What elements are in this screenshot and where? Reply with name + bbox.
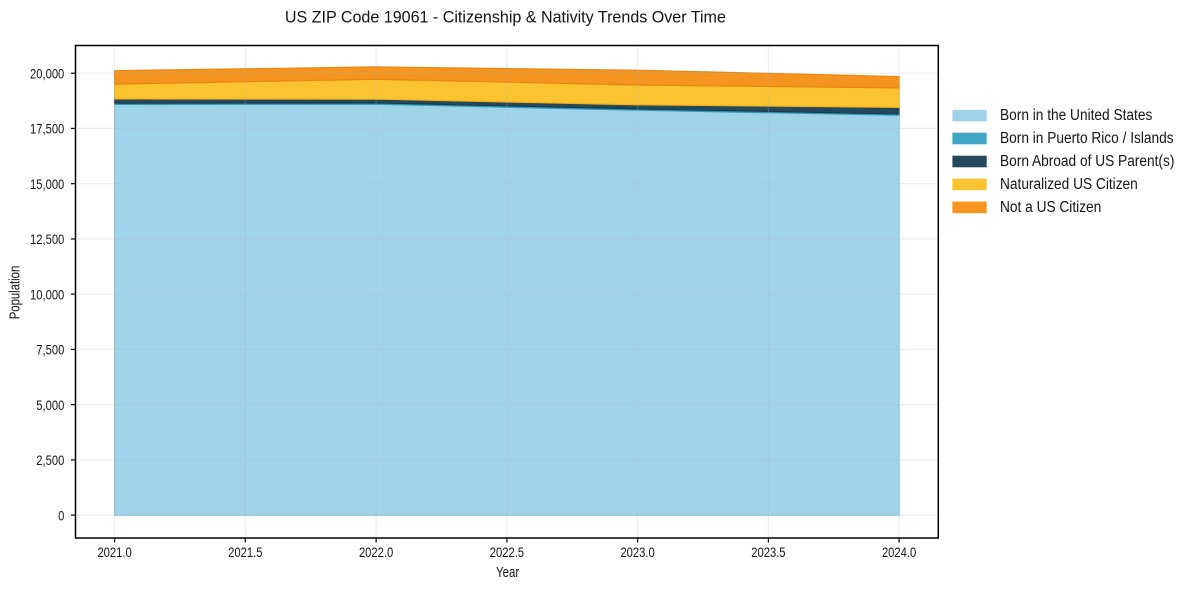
svg-text:Not a US Citizen: Not a US Citizen	[1000, 199, 1101, 216]
svg-text:Year: Year	[496, 565, 519, 581]
svg-text:2021.0: 2021.0	[97, 544, 131, 560]
svg-text:US ZIP Code 19061 - Citizenshi: US ZIP Code 19061 - Citizenship & Nativi…	[285, 7, 726, 26]
svg-text:Population: Population	[7, 266, 23, 320]
svg-text:Naturalized US Citizen: Naturalized US Citizen	[1000, 176, 1138, 193]
svg-text:7,500: 7,500	[36, 342, 64, 358]
svg-text:5,000: 5,000	[36, 397, 64, 413]
svg-text:2023.5: 2023.5	[751, 544, 785, 560]
svg-text:2024.0: 2024.0	[882, 544, 916, 560]
svg-text:12,500: 12,500	[30, 231, 64, 247]
svg-text:10,000: 10,000	[30, 286, 64, 302]
svg-text:2021.5: 2021.5	[228, 544, 262, 560]
svg-text:2,500: 2,500	[36, 452, 64, 468]
svg-text:2022.0: 2022.0	[359, 544, 393, 560]
svg-text:2023.0: 2023.0	[620, 544, 654, 560]
svg-text:20,000: 20,000	[30, 65, 64, 81]
svg-text:Born Abroad of US Parent(s): Born Abroad of US Parent(s)	[1000, 153, 1174, 170]
svg-text:Born in the United States: Born in the United States	[1000, 107, 1153, 124]
svg-text:15,000: 15,000	[30, 176, 64, 192]
svg-text:0: 0	[58, 507, 64, 523]
svg-text:Born in Puerto Rico / Islands: Born in Puerto Rico / Islands	[1000, 130, 1174, 147]
svg-text:2022.5: 2022.5	[490, 544, 524, 560]
svg-text:17,500: 17,500	[30, 121, 64, 137]
